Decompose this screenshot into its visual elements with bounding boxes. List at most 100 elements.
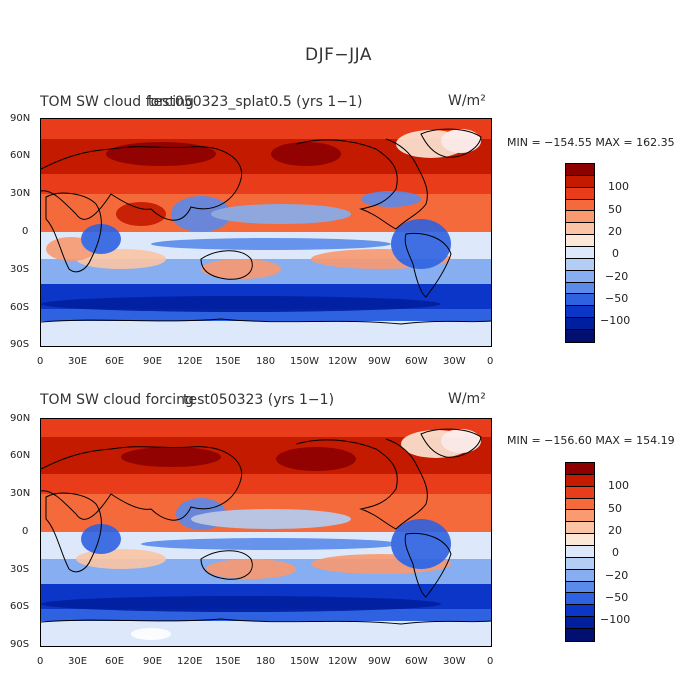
colorbar-swatch [566,463,594,475]
lon-tick: 60E [105,656,125,667]
lat-tick: 0 [22,526,29,537]
lon-tick: 0 [37,356,44,367]
colorbar-label: 50 [608,203,622,216]
colorbar-swatch [566,306,594,319]
colorbar-label: −20 [605,270,629,283]
lon-tick: 0 [487,356,494,367]
colorbar-2 [565,462,595,642]
lon-tick: 180 [256,356,276,367]
field-patches-1 [41,129,481,312]
colorbar-swatch [566,294,594,307]
lon-tick: 60W [405,656,428,667]
field-patches-2 [41,429,481,640]
colorbar-swatch [566,498,594,511]
colorbar-swatch [566,199,594,212]
colorbar-label: −20 [605,569,629,582]
panel-1-minmax: MIN = −154.55 MAX = 162.35 [507,136,675,149]
colorbar-swatch [566,282,594,295]
lon-tick: 30E [68,356,88,367]
lon-tick: 0 [37,656,44,667]
lon-tick: 120W [328,656,357,667]
lat-tick: 90S [10,339,30,350]
panel-2-minmax: MIN = −156.60 MAX = 154.19 [507,434,675,447]
colorbar-swatch [566,211,594,224]
colorbar-swatch [566,581,594,594]
colorbar-swatch [566,175,594,188]
colorbar-label: 20 [608,524,622,537]
lon-tick: 180 [256,656,276,667]
lon-tick: 120W [328,356,357,367]
colorbar-swatch [566,557,594,570]
colorbar-swatch [566,164,594,176]
coastlines-2 [41,428,491,625]
coastlines-1 [41,128,491,325]
lat-tick: 60S [10,601,30,612]
lon-tick: 150E [215,356,241,367]
lon-tick: 30E [68,656,88,667]
lat-tick: 60N [10,450,31,461]
panel-1-case: test050323_splat0.5 (yrs 1−1) [148,94,363,110]
lon-tick: 30W [443,656,466,667]
colorbar-swatch [566,235,594,248]
lon-tick: 150W [290,656,319,667]
colorbar-swatch [566,534,594,547]
colorbar-swatch [566,510,594,523]
lon-tick: 90E [143,656,163,667]
lon-tick: 150E [215,656,241,667]
colorbar-label: 100 [608,180,629,193]
lat-tick: 60S [10,302,30,313]
colorbar-swatch [566,223,594,236]
panel-1-units: W/m² [448,93,486,109]
colorbar-swatch [566,486,594,499]
lon-tick: 150W [290,356,319,367]
lon-tick: 120E [177,356,203,367]
lat-tick: 90N [10,113,31,124]
colorbar-swatch [566,522,594,535]
colorbar-swatch [566,330,594,342]
colorbar-swatch [566,258,594,271]
lat-tick: 30N [10,188,31,199]
lon-tick: 30W [443,356,466,367]
lat-tick: 30S [10,564,30,575]
colorbar-swatch [566,605,594,618]
lon-tick: 90E [143,356,163,367]
lon-tick: 120E [177,656,203,667]
colorbar-label: −100 [600,613,631,626]
panel-2-map [40,418,492,647]
lon-tick: 0 [487,656,494,667]
lat-tick: 90N [10,413,31,424]
panel-1-title: TOM SW cloud forcing [40,94,194,110]
panel-1-map [40,118,492,347]
panel-2-case: test050323 (yrs 1−1) [183,392,335,408]
colorbar-label: 50 [608,502,622,515]
lat-tick: 0 [22,226,29,237]
colorbar-label: 20 [608,225,622,238]
colorbar-swatch [566,629,594,641]
colorbar-swatch [566,247,594,259]
lon-tick: 90W [368,356,391,367]
colorbar-label: 0 [612,247,619,260]
colorbar-label: −50 [605,591,629,604]
colorbar-swatch [566,318,594,331]
colorbar-swatch [566,270,594,283]
colorbar-swatch [566,569,594,582]
figure-title: DJF−JJA [305,45,372,65]
colorbar-label: −50 [605,292,629,305]
colorbar-swatch [566,474,594,487]
lat-tick: 90S [10,639,30,650]
colorbar-swatch [566,187,594,200]
lon-tick: 90W [368,656,391,667]
colorbar-label: 0 [612,546,619,559]
colorbar-swatch [566,593,594,606]
colorbar-label: 100 [608,479,629,492]
colorbar-swatch [566,546,594,558]
lat-tick: 60N [10,150,31,161]
lon-tick: 60W [405,356,428,367]
panel-2-title: TOM SW cloud forcing [40,392,194,408]
lat-tick: 30N [10,488,31,499]
colorbar-1 [565,163,595,343]
colorbar-label: −100 [600,314,631,327]
panel-2-units: W/m² [448,391,486,407]
colorbar-swatch [566,617,594,630]
lon-tick: 60E [105,356,125,367]
